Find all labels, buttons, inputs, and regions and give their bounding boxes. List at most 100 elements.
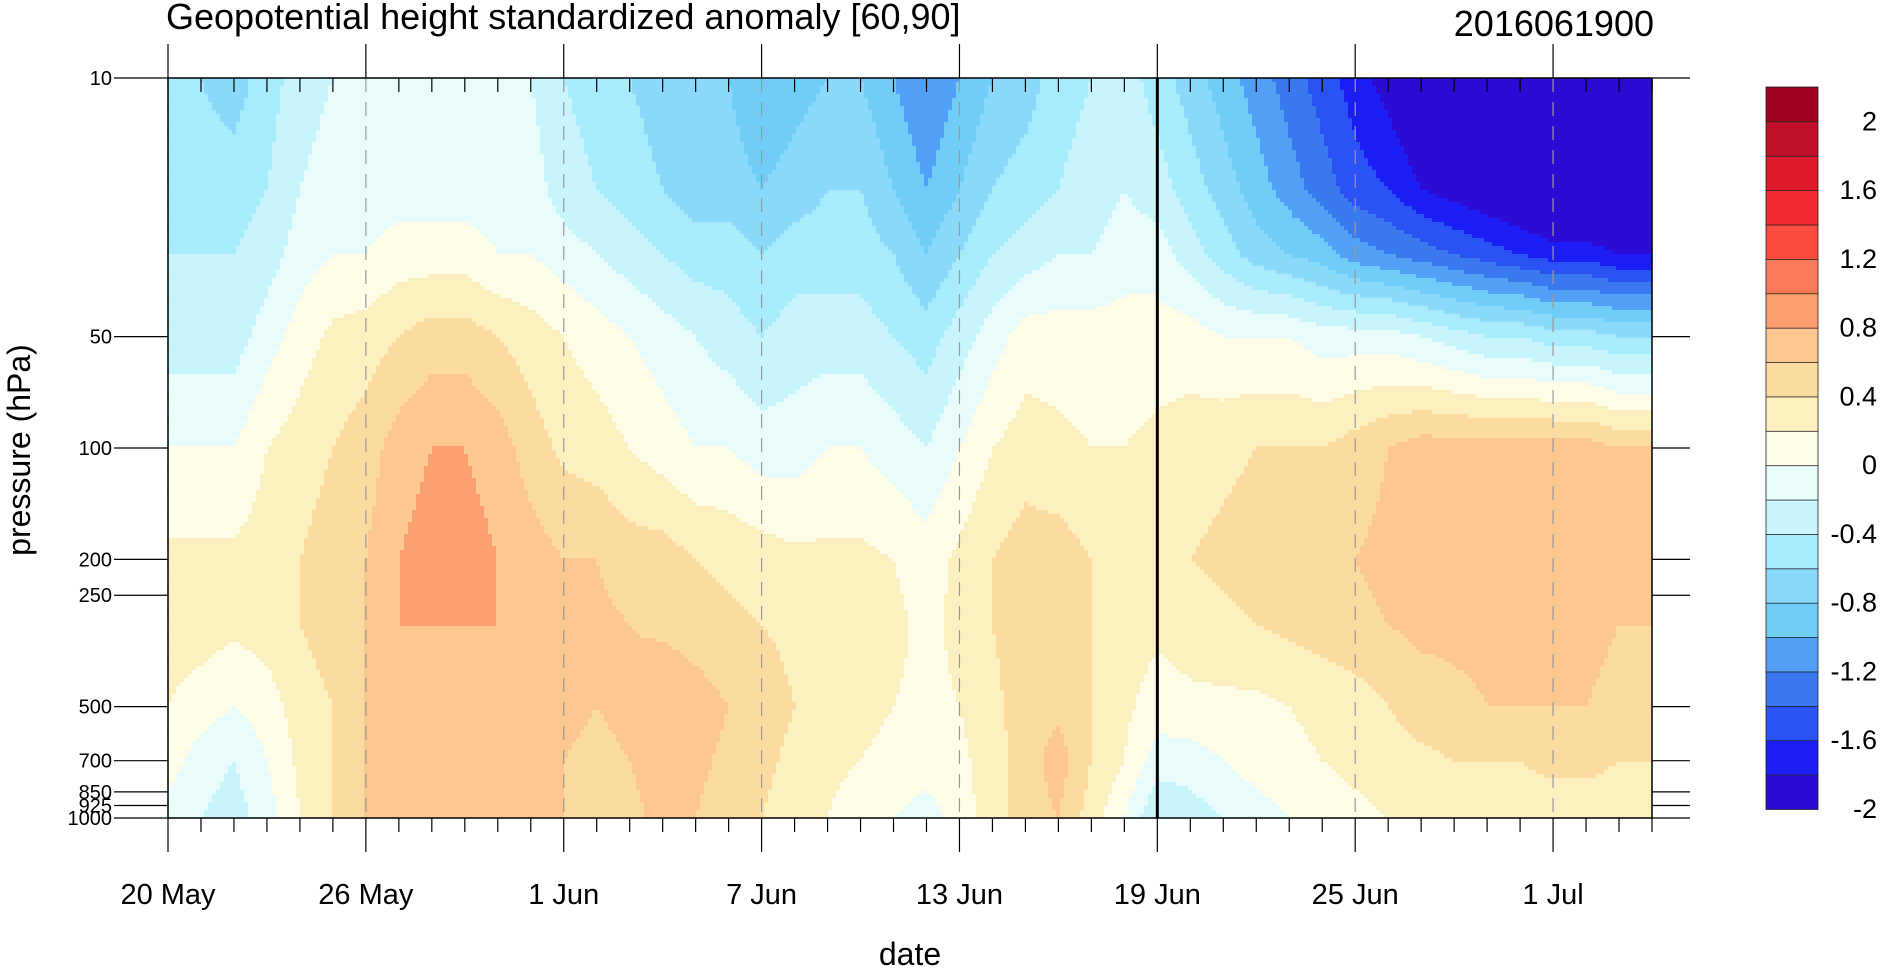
field-cell (1292, 254, 1341, 259)
field-cell (1144, 82, 1177, 87)
field-cell (1388, 414, 1469, 419)
field-cell (656, 246, 757, 251)
field-cell (1332, 306, 1429, 311)
field-cell (696, 502, 913, 507)
field-cell (256, 314, 293, 319)
field-cell (612, 730, 721, 735)
field-cell (1432, 434, 1653, 439)
field-cell (640, 790, 705, 795)
field-cell (288, 230, 385, 235)
field-cell (368, 306, 529, 311)
field-cell (1216, 202, 1249, 207)
field-cell (1336, 438, 1409, 443)
field-cell (1000, 670, 1093, 675)
field-cell (1368, 534, 1653, 539)
field-cell (1136, 698, 1277, 703)
field-cell (272, 670, 321, 675)
field-cell (288, 234, 381, 239)
field-cell (424, 318, 473, 323)
field-cell (168, 394, 257, 399)
field-cell (228, 642, 241, 647)
field-cell (624, 434, 689, 439)
field-cell (1332, 214, 1377, 219)
field-cell (1384, 618, 1653, 623)
field-cell (168, 114, 221, 119)
field-cell (1548, 286, 1653, 291)
field-cell (168, 670, 193, 675)
field-cell (304, 290, 389, 295)
field-cell (904, 598, 945, 603)
field-cell (372, 526, 409, 531)
field-cell (1364, 542, 1653, 547)
field-cell (1012, 330, 1217, 335)
field-cell (508, 350, 573, 355)
field-cell (364, 642, 669, 647)
colorbar-label: 1.2 (1839, 244, 1877, 274)
field-cell (956, 314, 989, 319)
field-cell (872, 386, 953, 391)
field-cell (964, 434, 1005, 439)
field-cell (240, 354, 277, 359)
field-cell (1412, 166, 1653, 171)
field-cell (332, 750, 365, 755)
field-cell (908, 626, 945, 631)
field-cell (332, 770, 365, 775)
field-cell (1160, 778, 1245, 783)
field-cell (968, 238, 1009, 243)
field-cell (312, 362, 381, 367)
field-cell (952, 202, 985, 207)
field-cell (956, 382, 989, 387)
field-cell (924, 182, 929, 187)
field-cell (1600, 366, 1653, 371)
field-cell (1076, 130, 1157, 135)
field-cell (1068, 766, 1089, 771)
field-cell (400, 410, 501, 415)
field-cell (796, 702, 897, 707)
field-cell (1052, 258, 1177, 263)
field-cell (1208, 290, 1269, 295)
field-cell (604, 314, 673, 319)
field-cell (872, 310, 957, 315)
field-cell (1372, 386, 1433, 391)
field-cell (168, 106, 213, 111)
field-cell (168, 622, 301, 627)
field-cell (388, 350, 509, 355)
field-cell (484, 506, 533, 511)
field-cell (1092, 650, 1313, 655)
field-cell (608, 722, 725, 727)
field-cell (168, 402, 253, 407)
field-cell (1004, 170, 1065, 175)
field-cell (520, 466, 565, 471)
field-cell (864, 538, 961, 543)
field-cell (1268, 170, 1301, 175)
field-cell (396, 338, 501, 343)
field-cell (240, 710, 285, 715)
field-cell (244, 102, 281, 107)
field-cell (1608, 350, 1653, 355)
field-cell (512, 298, 585, 303)
field-cell (700, 802, 765, 807)
field-cell (376, 370, 521, 375)
field-cell (816, 206, 869, 211)
field-cell (416, 506, 485, 511)
field-cell (496, 334, 565, 339)
field-cell (800, 474, 885, 479)
field-cell (1324, 142, 1361, 147)
field-cell (212, 106, 245, 111)
field-cell (1384, 614, 1653, 619)
field-cell (236, 370, 269, 375)
field-cell (988, 462, 1249, 467)
field-cell (384, 438, 513, 443)
field-cell (312, 366, 377, 371)
field-cell (1484, 274, 1593, 279)
field-cell (876, 130, 909, 135)
field-cell (212, 794, 245, 799)
field-cell (1392, 222, 1445, 227)
field-cell (676, 318, 749, 323)
field-cell (1384, 182, 1421, 187)
field-cell (1008, 798, 1053, 803)
field-cell (1048, 402, 1169, 407)
field-cell (1288, 206, 1325, 211)
field-cell (324, 334, 401, 339)
field-cell (364, 714, 593, 719)
